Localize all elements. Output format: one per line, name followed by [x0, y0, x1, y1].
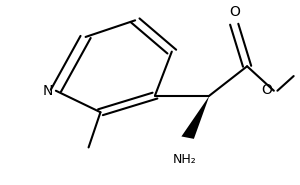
Text: O: O [262, 83, 272, 97]
Text: NH₂: NH₂ [173, 153, 196, 166]
Text: O: O [229, 5, 240, 19]
Polygon shape [182, 96, 209, 139]
Text: N: N [43, 84, 53, 98]
